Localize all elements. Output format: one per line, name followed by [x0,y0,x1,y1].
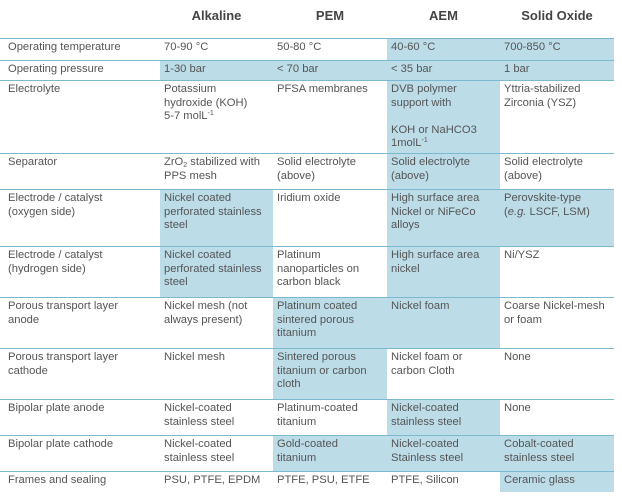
row-divider [0,348,614,349]
row-label: Operating temperature [8,41,121,53]
table-cell: < 70 bar [273,60,387,80]
header-pem: PEM [315,8,345,23]
row-divider [0,80,614,81]
table-row: Bipolar plate cathode Nickel-coated stainl… [0,435,614,471]
table-cell: Platinum nanoparticles on carbon black [277,249,360,288]
table-cell: 700-850 °C [500,38,614,60]
table-cell: Nickel-coated stainless steel [164,438,235,464]
table-cell: None [504,351,531,363]
table-cell: Nickel-coated Stainless steel [387,435,500,471]
table-cell: Perovskite-type (e.g. LSCF, LSM) [500,189,614,246]
table-row: Electrolyte Potassium hydroxide (KOH) 5-7 m… [0,80,614,153]
row-label: Electrode / catalyst (oxygen side) [8,192,103,218]
table-cell: Nickel-coated stainless steel [164,402,235,428]
table-cell: 40-60 °C [387,38,500,60]
table-row: Operating pressure 1-30 bar < 70 bar < 35 b… [0,60,614,80]
table-row: Electrode / catalyst (hydrogen side) Nicke… [0,246,614,297]
table-cell: Ni/YSZ [504,249,540,261]
table-cell: 1 bar [500,60,614,80]
table-cell: Nickel mesh (not always present) [164,300,248,326]
table-row: Frames and sealing PSU, PTFE, EPDM PTFE, P… [0,471,614,492]
table-cell: High surface area Nickel or NiFeCo alloys [387,189,500,246]
row-label: Separator [8,156,58,168]
row-label: Porous transport layer anode [8,300,119,326]
table-cell: 70-90 °C [164,41,209,53]
table-cell: Coarse Nickel-mesh or foam [504,300,605,326]
row-divider [0,189,614,190]
row-divider [0,471,614,472]
table-cell: Platinum coated sintered porous titanium [273,297,387,348]
table-cell: PTFE, PSU, ETFE [277,474,370,486]
table-cell: Yttria-stabilized Zirconia (YSZ) [504,83,581,109]
table-cell: < 35 bar [387,60,500,80]
table-cell: Nickel-coated stainless steel [387,399,500,435]
table-row: Operating temperature 70-90 °C 50-80 °C 40-… [0,38,614,60]
table-cell: Nickel coated perforated stainless steel [160,246,273,297]
row-divider [0,297,614,298]
table-row: Bipolar plate anode Nickel-coated stainles… [0,399,614,435]
table-cell: Solid electrolyte (above) [504,156,583,182]
row-label: Porous transport layer cathode [8,351,119,377]
table-row: Porous transport layer anode Nickel mesh (… [0,297,614,348]
header-aem: AEM [429,8,458,23]
row-label: Frames and sealing [8,474,107,486]
row-divider [0,435,614,436]
table-cell: Nickel mesh [164,351,225,363]
row-divider [0,153,614,154]
row-label: Electrolyte [8,83,61,95]
table-cell: Nickel foam or carbon Cloth [391,351,463,377]
table-cell: Solid electrolyte (above) [277,156,356,182]
table-cell: Solid electrolyte (above) [387,153,500,189]
row-label: Operating pressure [8,63,104,75]
row-divider [0,246,614,247]
row-label: Bipolar plate cathode [8,438,114,450]
table-cell: PTFE, Silicon [391,474,459,486]
table-cell: Platinum-coated titanium [277,402,358,428]
row-divider [0,38,614,39]
table-cell: None [504,402,531,414]
row-divider [0,399,614,400]
table-cell: ZrO2 stabilized with PPS mesh [164,156,260,182]
table-cell: PSU, PTFE, EPDM [164,474,261,486]
table-cell: PFSA membranes [277,83,368,95]
header-solid-oxide: Solid Oxide [521,8,593,23]
table-cell: DVB polymer support with KOH or NaHCO3 1mo… [387,80,500,153]
table-cell: Gold-coated titanium [273,435,387,471]
table-cell: Nickel coated perforated stainless steel [160,189,273,246]
row-divider [0,60,614,61]
row-label: Electrode / catalyst (hydrogen side) [8,249,103,275]
table-cell: 1-30 bar [160,60,273,80]
table-cell: Ceramic glass [500,471,614,492]
table-cell: Sintered porous titanium or carbon cloth [273,348,387,399]
table-cell: Iridium oxide [277,192,341,204]
row-label: Bipolar plate anode [8,402,105,414]
table-cell: Cobalt-coated stainless steel [500,435,614,471]
table-row: Separator ZrO2 stabilized with PPS mesh Sol… [0,153,614,189]
header-alkaline: Alkaline [191,8,242,23]
table-row: Porous transport layer cathode Nickel mesh… [0,348,614,399]
table-row: Electrode / catalyst (oxygen side) Nickel … [0,189,614,246]
table-cell: Nickel foam [387,297,500,348]
table-cell: High surface area nickel [387,246,500,297]
table-cell: Potassium hydroxide (KOH) 5-7 molL-1 [164,83,248,122]
table-cell: 50-80 °C [277,41,322,53]
